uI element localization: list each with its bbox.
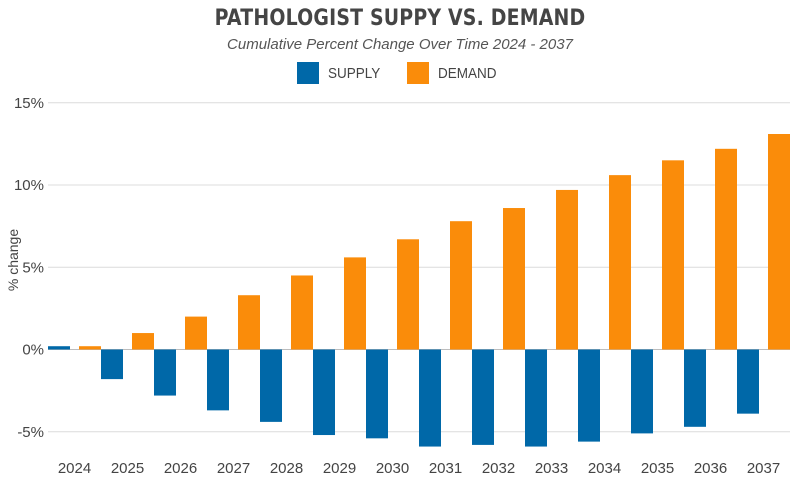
y-tick-label: 10% xyxy=(14,177,44,194)
x-tick-label: 2026 xyxy=(164,460,197,477)
x-tick-label: 2037 xyxy=(747,460,780,477)
x-tick-label: 2024 xyxy=(58,460,91,477)
bar-supply-2029 xyxy=(313,349,335,436)
x-tick-label: 2032 xyxy=(482,460,515,477)
x-tick-label: 2036 xyxy=(694,460,727,477)
bar-demand-2030 xyxy=(397,239,419,350)
bar-supply-2030 xyxy=(366,349,388,439)
bar-demand-2034 xyxy=(609,175,631,350)
legend-swatch-demand xyxy=(406,62,429,84)
legend-item-demand: DEMAND xyxy=(406,62,503,84)
x-axis-ticks: 2024 2025 2026 2027 2028 2029 2030 2031 2032 2033… xyxy=(58,460,780,477)
x-tick-label: 2028 xyxy=(270,460,303,477)
bar-demand-2029 xyxy=(344,257,366,350)
chart-subtitle: Cumulative Percent Change Over Time 2024… xyxy=(227,36,573,53)
legend-swatch-supply xyxy=(297,62,320,84)
x-tick-label: 2033 xyxy=(535,460,568,477)
bar-supply-2036 xyxy=(684,349,706,427)
bar-supply-2028 xyxy=(260,349,282,422)
bar-demand-2035 xyxy=(662,160,684,350)
x-tick-label: 2025 xyxy=(111,460,144,477)
x-tick-label: 2031 xyxy=(429,460,462,477)
legend-label-demand: DEMAND xyxy=(437,64,497,82)
bar-supply-2025 xyxy=(101,349,123,380)
bar-demand-2037 xyxy=(768,134,790,350)
x-tick-label: 2035 xyxy=(641,460,674,477)
y-tick-label: 0% xyxy=(22,342,44,359)
y-tick-label: 5% xyxy=(22,259,44,276)
bar-supply-2033 xyxy=(525,349,547,447)
y-axis-label: % change xyxy=(5,229,21,291)
x-tick-label: 2029 xyxy=(323,460,356,477)
y-tick-label: -5% xyxy=(17,424,44,441)
bar-demand-2026 xyxy=(185,316,207,350)
bar-demand-2033 xyxy=(556,189,578,350)
bar-demand-2025 xyxy=(132,333,154,350)
bar-supply-2035 xyxy=(631,349,653,434)
bar-demand-2028 xyxy=(291,275,313,350)
x-tick-label: 2034 xyxy=(588,460,621,477)
chart-legend: SUPPLY DEMAND xyxy=(0,62,800,84)
y-axis-ticks: 15% 10% 5% 0% -5% xyxy=(14,95,44,441)
y-tick-label: 15% xyxy=(14,95,44,112)
bar-supply-2024 xyxy=(48,346,70,350)
bar-demand-2032 xyxy=(503,208,525,350)
bar-supply-2037 xyxy=(737,349,759,414)
bar-demand-2031 xyxy=(450,221,472,350)
x-tick-label: 2027 xyxy=(217,460,250,477)
chart-title: PATHOLOGIST SUPPY VS. DEMAND xyxy=(214,6,586,31)
bar-supply-2031 xyxy=(419,349,441,447)
bar-supply-2026 xyxy=(154,349,176,396)
bar-demand-2036 xyxy=(715,148,737,350)
bar-demand-2024 xyxy=(79,346,101,350)
bar-demand-2027 xyxy=(238,295,260,350)
bar-supply-2034 xyxy=(578,349,600,442)
legend-label-supply: SUPPLY xyxy=(328,64,381,82)
bars xyxy=(48,134,790,447)
x-tick-label: 2030 xyxy=(376,460,409,477)
bar-supply-2032 xyxy=(472,349,494,445)
bar-supply-2027 xyxy=(207,349,229,411)
legend-item-supply: SUPPLY xyxy=(297,62,386,84)
